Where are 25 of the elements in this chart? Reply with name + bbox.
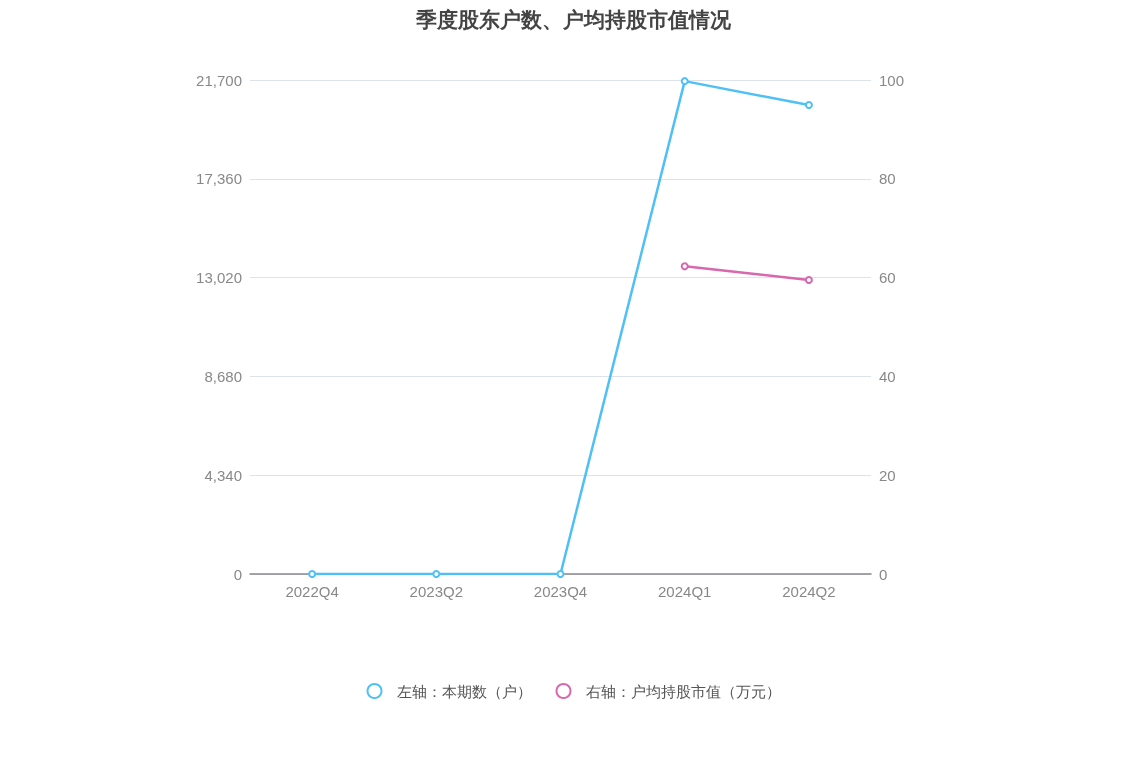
point	[432, 570, 441, 578]
point	[804, 101, 813, 110]
y-tick-label: 4,340	[204, 466, 242, 484]
x-tick-label: 2023Q2	[409, 583, 463, 600]
legend-label: 左轴：本期数（户）	[396, 682, 532, 700]
y2-tick-label: 0	[879, 565, 888, 583]
x-tick-label: 2024Q1	[658, 583, 712, 600]
x-tick-label: 2024Q2	[782, 583, 836, 600]
y-tick-label: 17,360	[196, 170, 242, 188]
y-tick-label: 13,020	[196, 269, 242, 287]
chart-title: 季度股东户数、户均持股市值情况	[415, 8, 732, 31]
y2-tick-label: 100	[879, 71, 905, 89]
x-tick-label: 2022Q4	[285, 583, 339, 600]
point	[308, 570, 317, 578]
legend-label: 右轴：户均持股市值（万元）	[585, 682, 781, 700]
y-tick-label: 21,700	[196, 71, 242, 89]
y2-tick-label: 60	[879, 269, 896, 287]
x-tick-label: 2023Q4	[533, 583, 588, 600]
point	[680, 77, 689, 86]
point	[556, 570, 565, 578]
y2-tick-label: 80	[879, 170, 896, 188]
y2-tick-label: 40	[879, 367, 896, 385]
y-tick-label: 8,680	[204, 367, 242, 385]
y2-tick-label: 20	[879, 466, 896, 484]
y-tick-label: 0	[233, 565, 242, 583]
